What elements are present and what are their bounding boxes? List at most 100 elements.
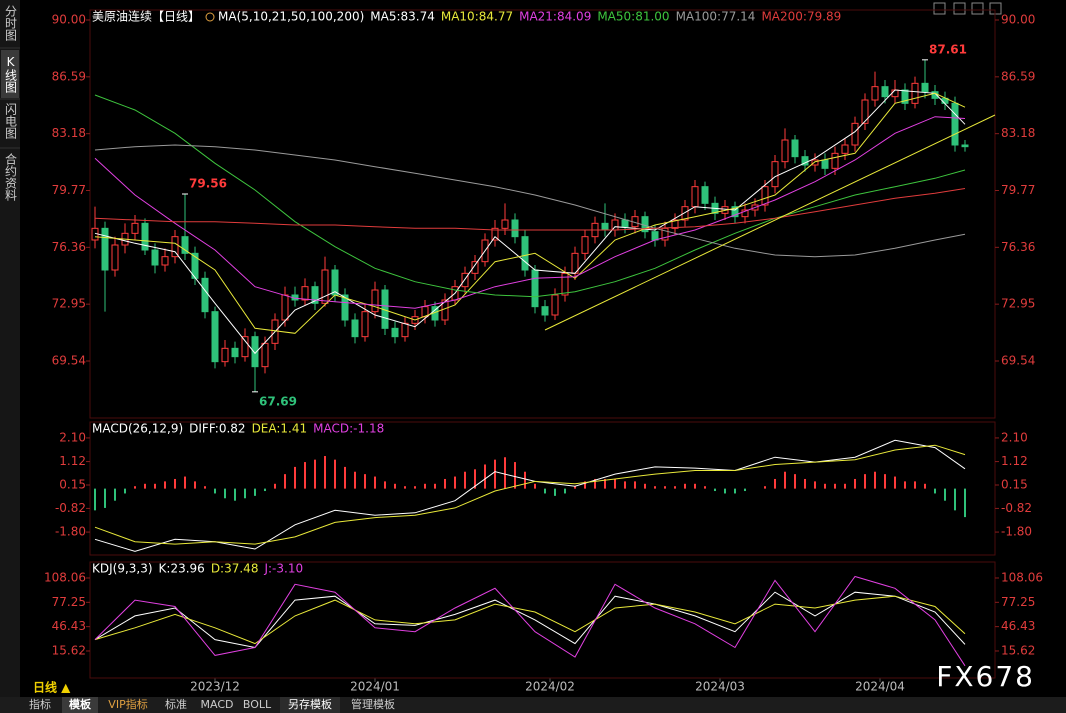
- icon[interactable]: [933, 2, 946, 15]
- candle-body: [151, 249, 159, 266]
- histogram-bar: [734, 488, 736, 494]
- x-tick-label: 2024/01: [350, 680, 400, 694]
- histogram-bar: [724, 488, 726, 494]
- candle-body: [951, 102, 959, 146]
- candle-body: [681, 206, 689, 221]
- y-tick-label: 2.10: [1001, 430, 1028, 444]
- candle-body: [731, 206, 739, 218]
- sidebar-tab[interactable]: 合约资料: [4, 152, 18, 201]
- candle-body: [241, 336, 249, 358]
- histogram-bar: [314, 459, 316, 489]
- legend-entry: MA50:81.00: [597, 10, 669, 24]
- icon[interactable]: [953, 2, 966, 15]
- candle-body: [861, 99, 869, 124]
- candle-body: [581, 236, 589, 254]
- series-line: [94, 188, 966, 231]
- histogram-bar: [534, 483, 536, 489]
- y-tick-label: 90.00: [52, 13, 86, 27]
- x-tick-label: 2023/12: [190, 680, 240, 694]
- histogram-bar: [144, 483, 146, 489]
- histogram-bar: [514, 462, 516, 489]
- legend-entry: MA21:84.09: [519, 10, 591, 24]
- histogram-bar: [924, 483, 926, 489]
- histogram-bar: [634, 481, 636, 489]
- series-line: [94, 591, 966, 649]
- candle-body: [831, 152, 839, 169]
- histogram-bar: [624, 481, 626, 489]
- icon[interactable]: [971, 2, 984, 15]
- y-tick-label: 15.62: [52, 643, 86, 657]
- histogram-bar: [714, 488, 716, 492]
- histogram-bar: [904, 481, 906, 489]
- price-label: 67.69: [259, 394, 297, 408]
- histogram-bar: [134, 486, 136, 489]
- candle-body: [401, 322, 409, 338]
- toolbar-item[interactable]: BOLL: [243, 698, 272, 711]
- series-line: [94, 116, 966, 309]
- candle-body: [231, 347, 239, 358]
- histogram-bar: [124, 488, 126, 494]
- toolbar-item[interactable]: 模板: [69, 697, 92, 711]
- candle-body: [691, 186, 699, 208]
- legend-entry: K:23.96: [159, 562, 205, 576]
- candle-body: [791, 139, 799, 158]
- histogram-bar: [304, 462, 306, 489]
- y-tick-label: 72.95: [52, 297, 86, 311]
- histogram-bar: [804, 478, 806, 489]
- histogram-bar: [654, 486, 656, 489]
- legend-entry: DIFF:0.82: [189, 422, 245, 436]
- histogram-bar: [354, 471, 356, 489]
- histogram-bar: [504, 457, 506, 489]
- candle-body: [961, 144, 969, 148]
- candle-body: [141, 222, 149, 251]
- histogram-bar: [934, 488, 936, 494]
- toolbar-item[interactable]: 另存模板: [288, 697, 332, 711]
- toolbar-item[interactable]: 标准: [165, 697, 187, 711]
- sidebar-tab[interactable]: 分时图: [4, 5, 18, 41]
- candle-body: [871, 86, 879, 101]
- icon: [205, 12, 215, 22]
- candle-body: [251, 336, 259, 368]
- candle-body: [311, 286, 319, 304]
- histogram-bar: [524, 471, 526, 489]
- histogram-bar: [224, 488, 226, 499]
- candle-body: [761, 186, 769, 206]
- candle-body: [511, 219, 519, 238]
- toolbar-item[interactable]: VIP指标: [108, 697, 147, 711]
- candle-body: [671, 219, 679, 229]
- histogram-bar: [344, 466, 346, 489]
- candle-body: [171, 236, 179, 258]
- y-tick-label: 79.77: [52, 183, 86, 197]
- histogram-bar: [444, 478, 446, 489]
- histogram-bar: [704, 486, 706, 489]
- price-label: 87.61: [929, 42, 967, 56]
- candle-body: [201, 277, 209, 313]
- toolbar-item[interactable]: MACD: [201, 698, 234, 711]
- histogram-bar: [794, 474, 796, 489]
- period-label[interactable]: 日线 ▲: [33, 680, 71, 695]
- candle-body: [221, 347, 229, 363]
- y-tick-label: -0.82: [55, 501, 86, 515]
- histogram-bar: [194, 481, 196, 489]
- histogram-bar: [604, 478, 606, 489]
- y-tick-label: 1.12: [1001, 454, 1028, 468]
- candle-body: [551, 294, 559, 316]
- histogram-bar: [94, 488, 96, 511]
- series-line: [94, 92, 966, 334]
- candle-body: [371, 289, 379, 313]
- sidebar-tab[interactable]: 闪电图: [4, 103, 18, 139]
- toolbar-item[interactable]: 指标: [29, 697, 51, 711]
- y-tick-label: 86.59: [52, 69, 86, 83]
- histogram-bar: [404, 486, 406, 489]
- y-tick-label: -0.82: [1001, 501, 1032, 515]
- sidebar-tab[interactable]: K线图: [4, 55, 18, 93]
- candle-body: [651, 231, 659, 241]
- toolbar-item[interactable]: 管理模板: [351, 697, 395, 711]
- candle-body: [771, 161, 779, 188]
- candle-body: [851, 122, 859, 146]
- histogram-bar: [204, 486, 206, 489]
- histogram-bar: [234, 488, 236, 501]
- histogram-bar: [774, 478, 776, 489]
